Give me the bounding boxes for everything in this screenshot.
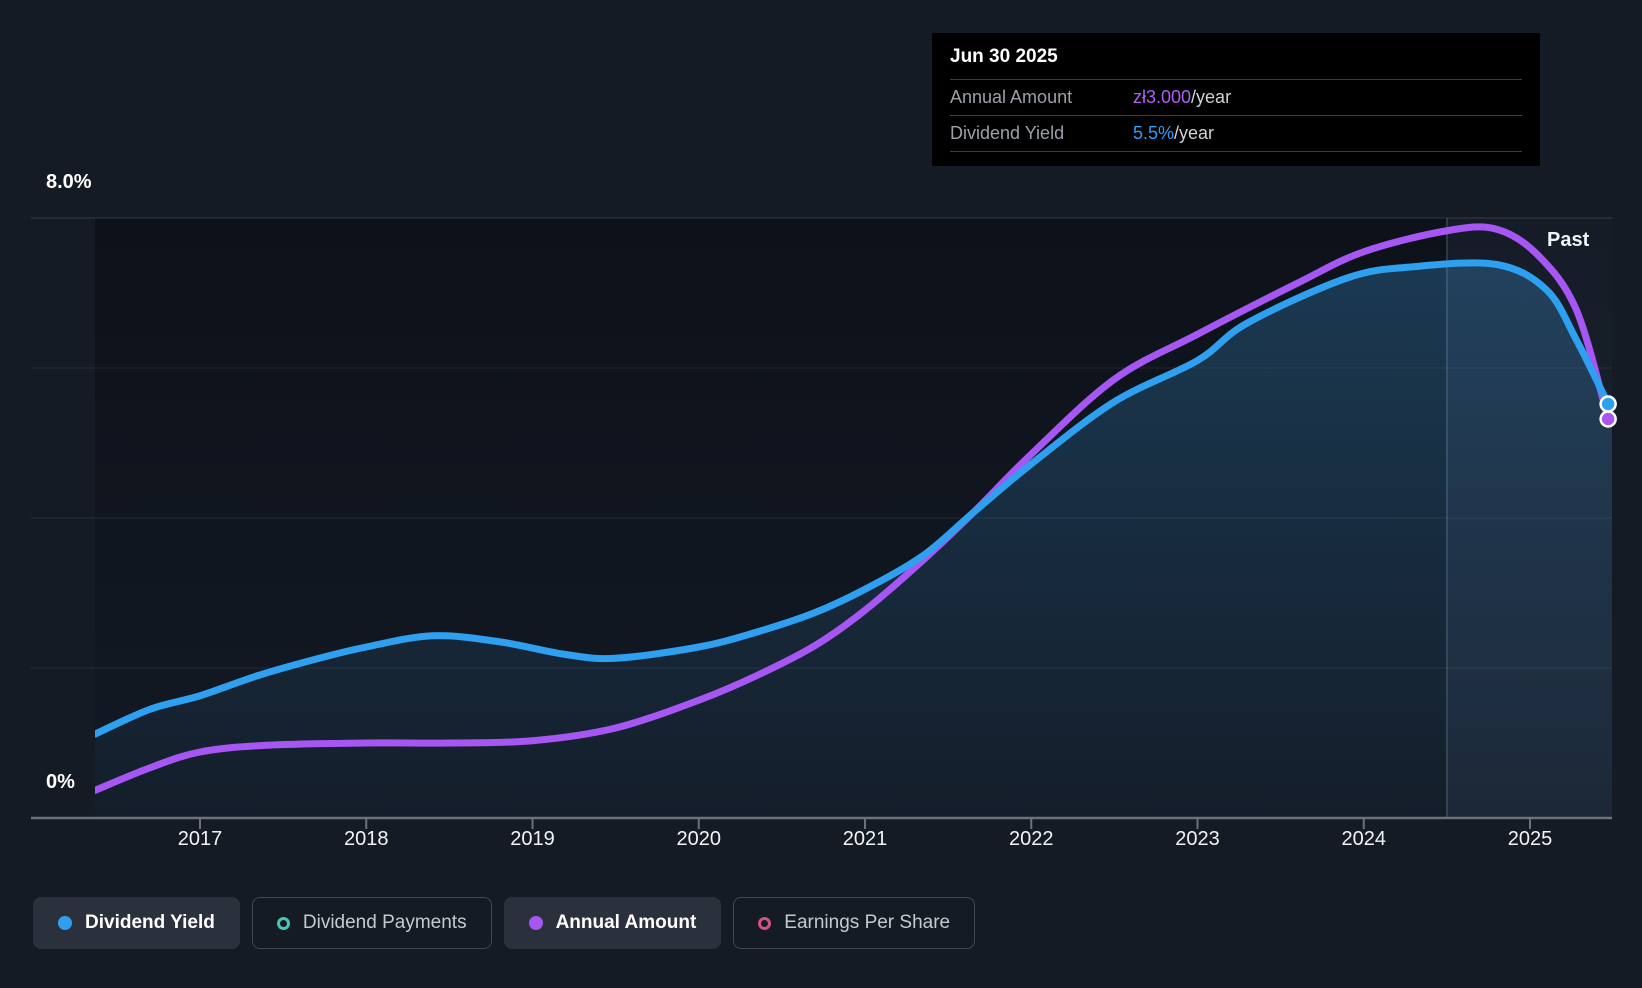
tooltip-value: 5.5% [1133, 123, 1175, 143]
x-tick-label-2025: 2025 [1507, 828, 1553, 850]
legend-button-dividend-payments[interactable]: Dividend Payments [251, 897, 492, 949]
tooltip-unit: /year [1174, 123, 1215, 143]
x-tick-label-2017: 2017 [177, 828, 223, 850]
dividend-yield-area-fill [95, 262, 1612, 818]
x-tick-label-2023: 2023 [1175, 828, 1220, 850]
legend-label: Annual Amount [555, 912, 697, 933]
tooltip-date: Jun 30 2025 [950, 45, 1522, 80]
legend-button-earnings-per-share[interactable]: Earnings Per Share [733, 897, 976, 949]
past-highlight-band [1446, 218, 1612, 818]
tooltip-label: Annual Amount [950, 87, 1073, 107]
end-marker-dividend-yield [1599, 395, 1617, 413]
annual-amount-dot-icon [528, 916, 543, 930]
legend-button-annual-amount[interactable]: Annual Amount [503, 897, 722, 949]
earnings-per-share-ring-icon [758, 916, 772, 930]
tooltip-label: Dividend Yield [950, 123, 1065, 143]
x-tick-label-2022: 2022 [1009, 828, 1054, 850]
end-marker-annual-amount [1599, 410, 1617, 428]
x-tick-label-2020: 2020 [676, 828, 722, 850]
dividend-yield-line [95, 259, 1612, 738]
annual-amount-line [95, 223, 1612, 794]
legend-label: Dividend Yield [85, 912, 215, 933]
tooltip-value: zł3.000 [1133, 87, 1192, 107]
past-region-label: Past [1547, 229, 1590, 251]
tooltip-row-annual-amount: Annual Amount zł3.000/year [950, 80, 1522, 116]
x-tick-label-2021: 2021 [842, 828, 888, 850]
tooltip-row-dividend-yield: Dividend Yield 5.5%/year [950, 116, 1522, 152]
dividend-payments-ring-icon [276, 916, 290, 930]
dividend-yield-dot-icon [58, 916, 72, 930]
x-tick-label-2019: 2019 [510, 828, 555, 850]
legend-button-dividend-yield[interactable]: Dividend Yield [33, 897, 240, 949]
x-tick-label-2018: 2018 [344, 828, 389, 850]
legend-label: Dividend Payments [302, 912, 467, 933]
legend-label: Earnings Per Share [784, 912, 951, 933]
tooltip-unit: /year [1191, 87, 1232, 107]
x-tick-label-2024: 2024 [1341, 828, 1387, 850]
y-axis-top-label: 8.0% [46, 171, 92, 193]
chart-tooltip: Jun 30 2025 Annual Amount zł3.000/year D… [932, 33, 1540, 166]
chart-legend: Dividend Yield Dividend Payments Annual … [33, 897, 976, 949]
y-axis-bottom-label: 0% [46, 771, 75, 793]
